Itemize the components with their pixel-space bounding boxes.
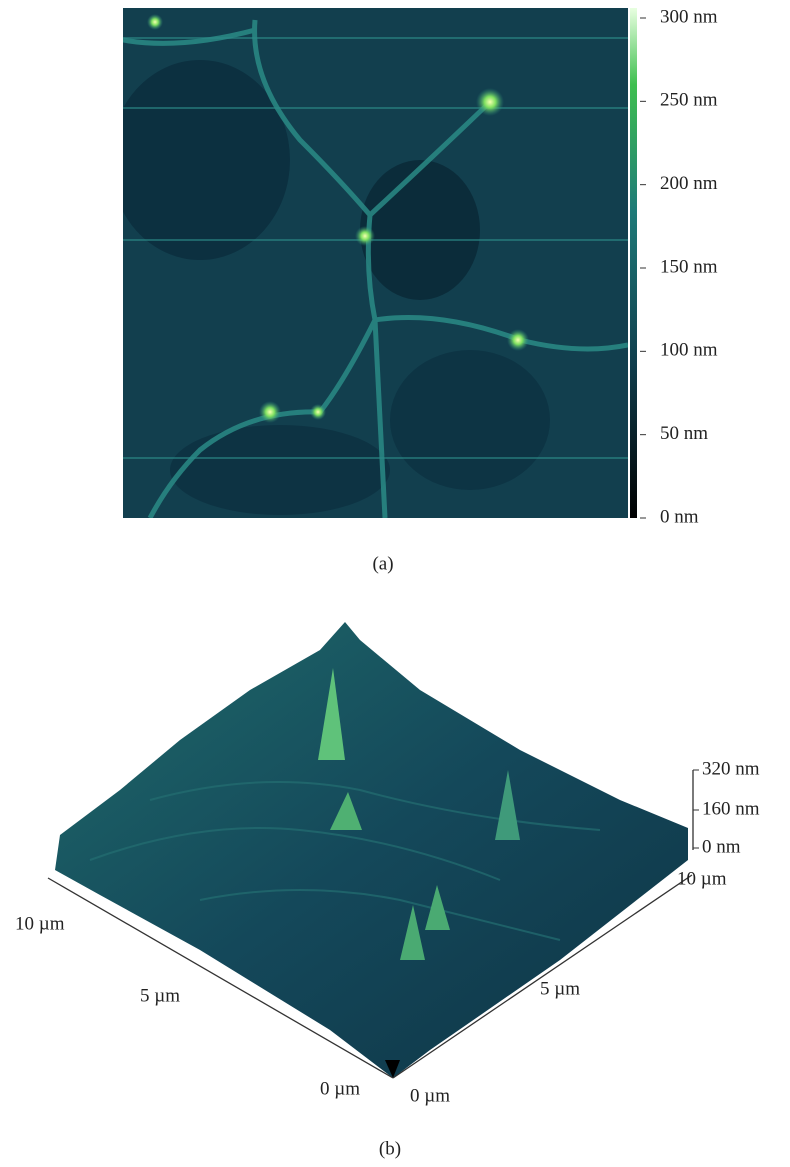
colorbar-tick-label: 300 nm <box>660 6 718 27</box>
caption: (a) <box>372 553 393 574</box>
z-tick-label: 0 nm <box>702 836 741 857</box>
y-tick-label: 10 µm <box>677 868 727 889</box>
caption: (b) <box>379 1138 401 1159</box>
colorbar-tick-label: 0 nm <box>660 506 699 527</box>
afm-3d-surface <box>55 622 688 1078</box>
x-tick-label: 0 µm <box>320 1078 360 1099</box>
y-tick-label: 5 µm <box>540 978 580 999</box>
z-tick-label: 320 nm <box>702 758 760 779</box>
z-tick-label: 160 nm <box>702 798 760 819</box>
colorbar <box>630 8 637 518</box>
colorbar-tick-label: 200 nm <box>660 173 718 194</box>
x-tick-label: 10 µm <box>15 913 65 934</box>
colorbar-tick-label: 100 nm <box>660 340 718 361</box>
colorbar-tick-label: 150 nm <box>660 256 718 277</box>
colorbar-tick-label: 50 nm <box>660 423 708 444</box>
afm-height-map <box>123 8 628 518</box>
y-tick-label: 0 µm <box>410 1085 450 1106</box>
x-tick-label: 5 µm <box>140 985 180 1006</box>
colorbar-tick-label: 250 nm <box>660 90 718 111</box>
